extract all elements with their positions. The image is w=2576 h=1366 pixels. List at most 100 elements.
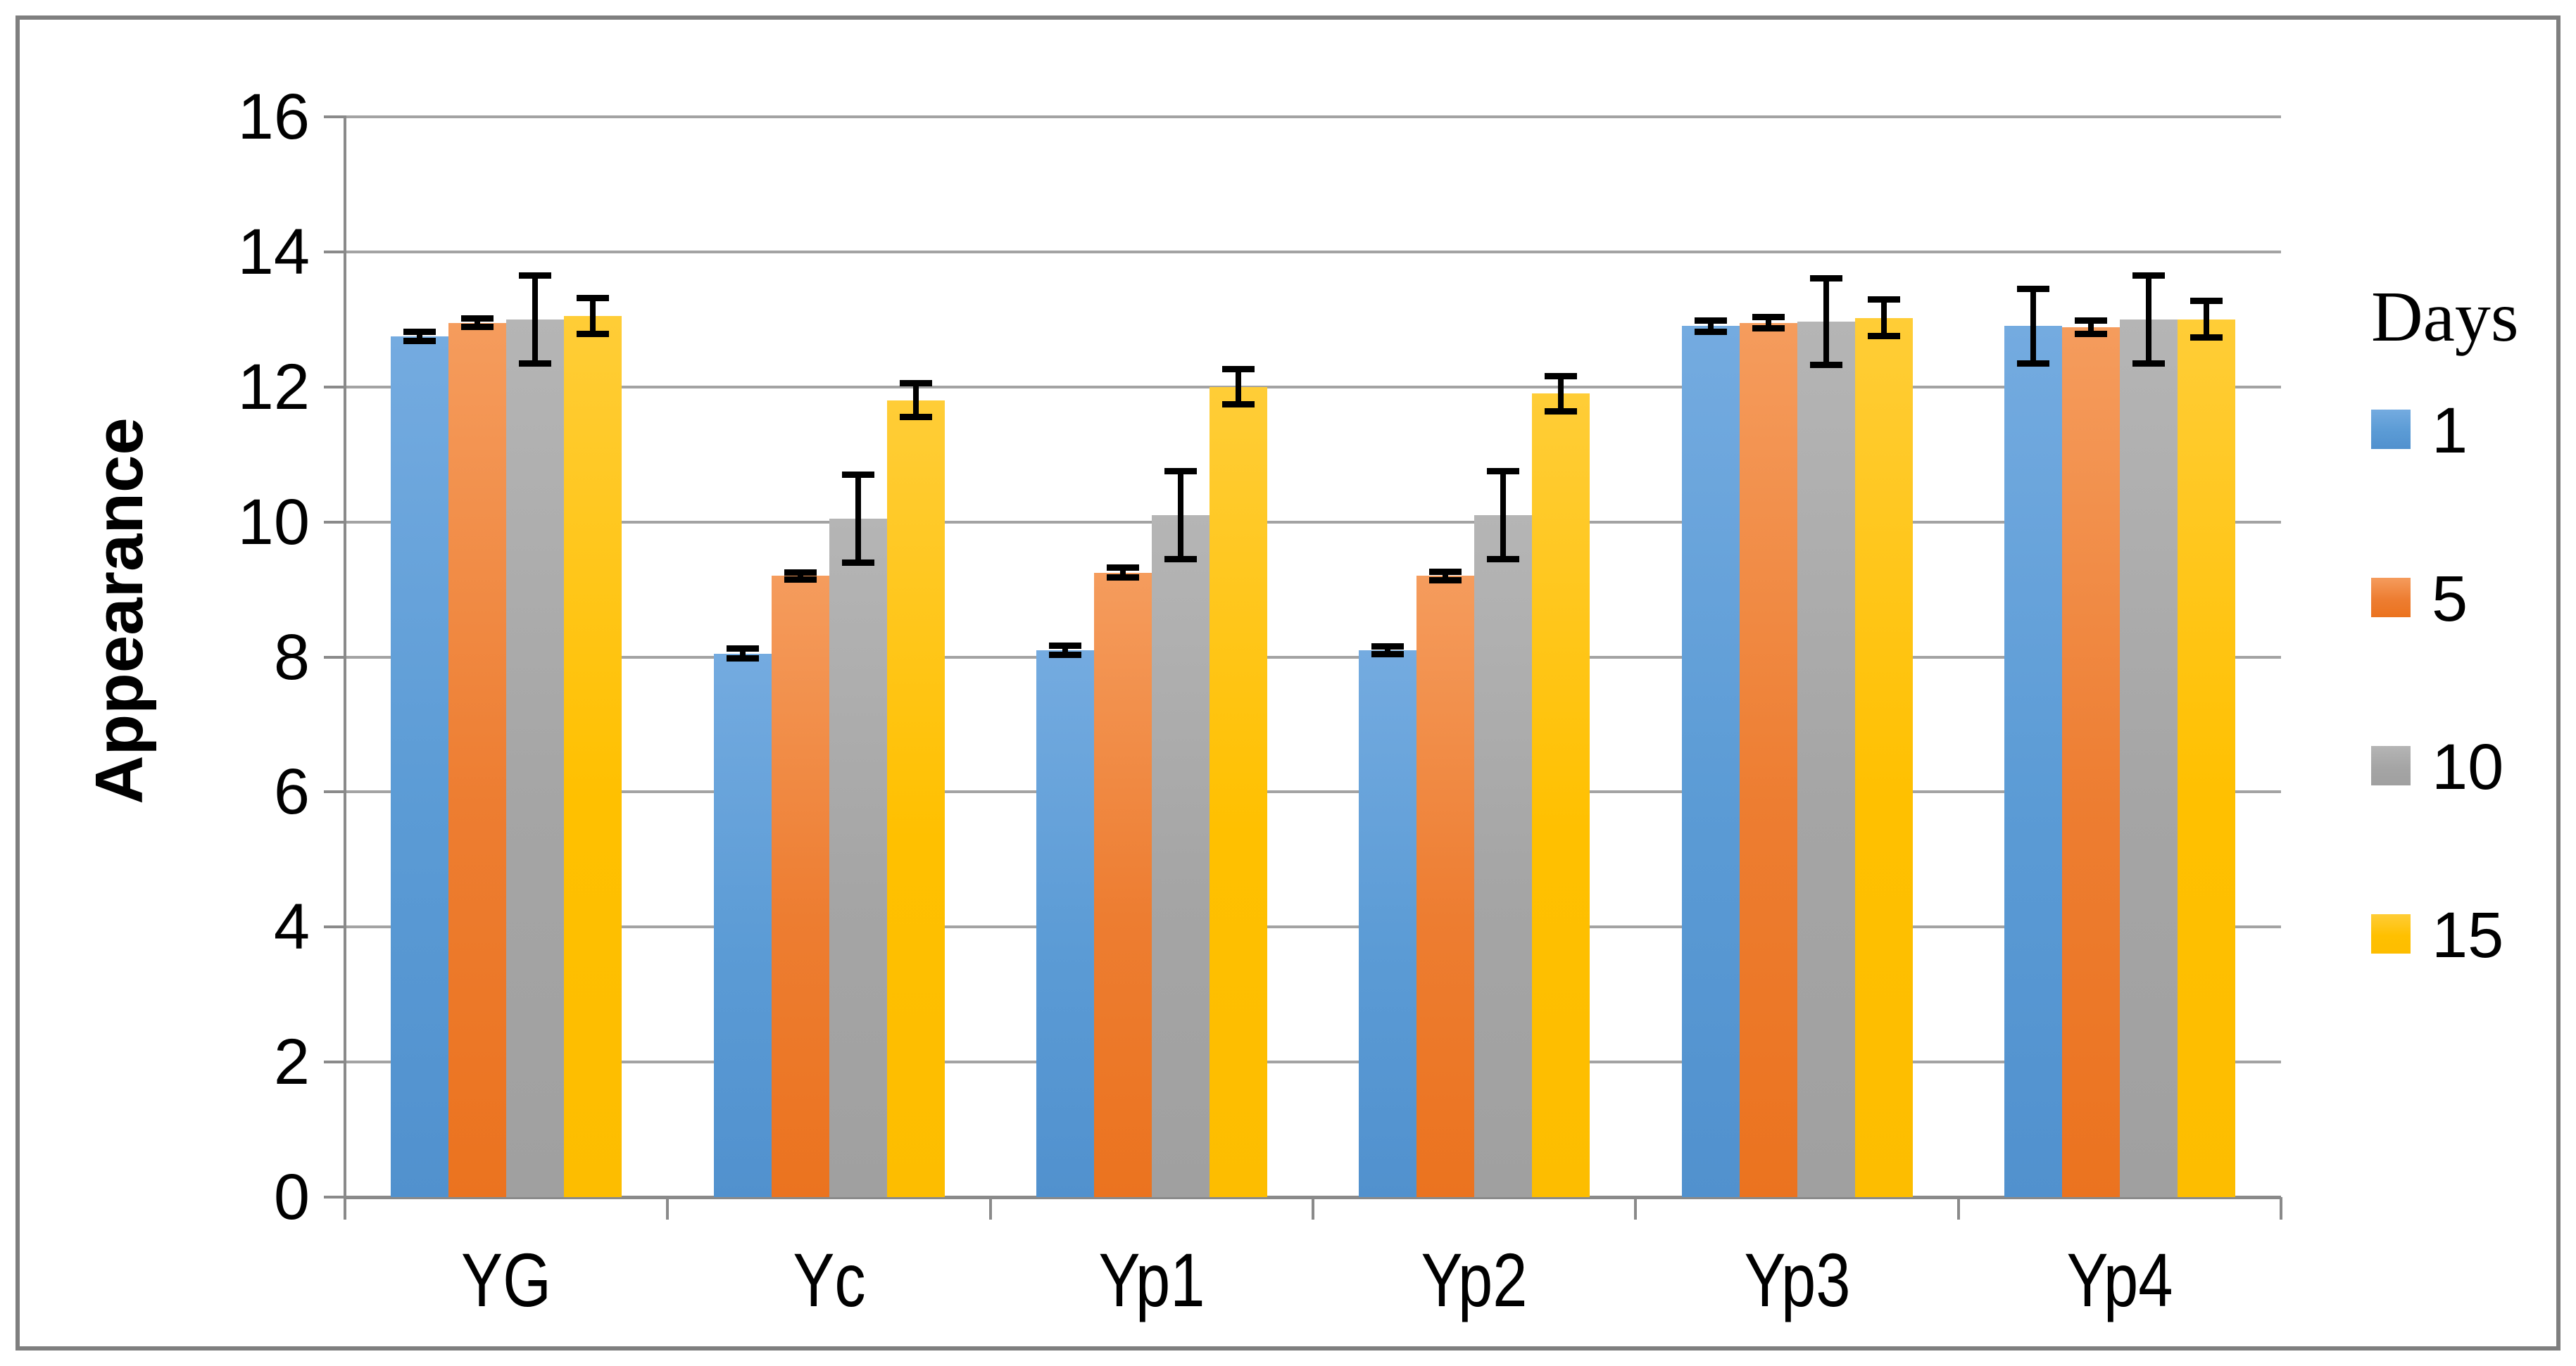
y-tick-mark-6	[324, 790, 345, 794]
error-bar-cap-bottom-Yp1-day15	[1221, 401, 1255, 408]
bar-Yp1-day5	[1093, 572, 1152, 1197]
error-bar-cap-bottom-YG-day10	[519, 360, 552, 367]
bar-Yc-day5	[771, 576, 829, 1197]
error-bar-cap-bottom-Yp4-day5	[2074, 331, 2107, 338]
bar-Yp1-day10	[1151, 515, 1210, 1197]
error-bar-cap-top-Yp4-day10	[2132, 272, 2165, 279]
error-bar-cap-bottom-Yp1-day1	[1048, 652, 1081, 659]
error-bar-cap-top-Yp3-day1	[1694, 317, 1727, 324]
error-bar-cap-bottom-Yp1-day5	[1106, 574, 1139, 581]
error-bar-cap-bottom-Yp4-day15	[2189, 334, 2223, 341]
legend-label-day10: 10	[2432, 731, 2504, 803]
error-bar-line-Yp4-day15	[2203, 301, 2209, 338]
gridline-y6	[345, 790, 2281, 794]
y-tick-mark-2	[324, 1061, 345, 1064]
x-tick-mark-4	[1634, 1197, 1638, 1220]
error-bar-cap-bottom-Yc-day10	[841, 559, 874, 566]
error-bar-line-YG-day10	[532, 275, 539, 364]
y-tick-label-10: 10	[237, 486, 310, 558]
x-category-label-Yp1: Yp1	[1098, 1237, 1205, 1322]
error-bar-cap-top-Yc-day1	[726, 645, 759, 652]
legend-label-day5: 5	[2432, 563, 2468, 635]
bar-Yp3-day5	[1739, 322, 1797, 1197]
x-category-label-Yp4: Yp4	[2066, 1237, 2173, 1322]
x-tick-mark-6	[2280, 1197, 2282, 1220]
error-bar-cap-bottom-Yp2-day5	[1429, 576, 1462, 583]
error-bar-cap-top-Yp4-day5	[2074, 317, 2107, 324]
error-bar-line-Yp1-day15	[1235, 369, 1241, 405]
error-bar-cap-bottom-Yp2-day15	[1545, 407, 1578, 415]
bar-Yp2-day15	[1532, 393, 1590, 1197]
bar-Yc-day15	[886, 400, 945, 1197]
y-tick-mark-14	[324, 250, 345, 253]
bar-Yp4-day5	[2061, 327, 2120, 1197]
x-category-label-Yc: Yc	[792, 1237, 866, 1322]
error-bar-line-Yc-day1	[739, 648, 746, 659]
bar-YG-day5	[448, 322, 507, 1197]
x-tick-mark-5	[1956, 1197, 1960, 1220]
y-tick-label-12: 12	[237, 350, 310, 423]
y-axis-line	[344, 115, 346, 1201]
error-bar-cap-bottom-Yp4-day10	[2132, 360, 2165, 367]
x-tick-mark-1	[666, 1197, 670, 1220]
y-tick-label-4: 4	[273, 891, 310, 963]
error-bar-cap-bottom-YG-day5	[461, 323, 494, 330]
error-bar-line-Yp2-day10	[1500, 471, 1507, 559]
error-bar-cap-top-Yc-day10	[841, 471, 874, 478]
y-tick-label-16: 16	[237, 81, 310, 153]
bar-Yp4-day10	[2119, 319, 2178, 1197]
error-bar-cap-bottom-Yp1-day10	[1164, 555, 1197, 562]
legend-swatch-day15	[2371, 914, 2411, 954]
error-bar-line-Yp4-day10	[2145, 275, 2151, 364]
error-bar-cap-top-Yp1-day15	[1221, 366, 1255, 373]
bar-Yp2-day10	[1474, 515, 1533, 1197]
legend-title: Days	[2371, 277, 2519, 357]
error-bar-line-Yp2-day15	[1558, 376, 1564, 412]
bar-Yp1-day15	[1209, 386, 1267, 1197]
y-tick-label-8: 8	[273, 621, 310, 693]
error-bar-cap-top-Yp4-day15	[2189, 298, 2223, 305]
error-bar-line-YG-day1	[417, 331, 423, 341]
bar-Yc-day1	[713, 653, 772, 1197]
gridline-y12	[345, 385, 2281, 388]
error-bar-line-YG-day15	[590, 298, 596, 334]
y-tick-label-2: 2	[273, 1026, 310, 1099]
error-bar-cap-bottom-Yp3-day15	[1867, 333, 1900, 340]
chart-figure-border: Appearance Days 0 2 4 6 8 10 12 14 16 YG Yc Yp1 Yp2 Y…	[15, 15, 2561, 1351]
legend-swatch-day5	[2371, 578, 2411, 617]
legend-label-day15: 15	[2432, 899, 2504, 971]
error-bar-line-Yp3-day15	[1880, 299, 1887, 336]
bar-Yp2-day5	[1416, 576, 1475, 1197]
error-bar-cap-bottom-Yp4-day1	[2016, 360, 2049, 367]
error-bar-cap-bottom-YG-day1	[403, 338, 436, 344]
error-bar-cap-top-YG-day15	[577, 294, 610, 301]
error-bar-cap-top-Yp3-day10	[1809, 274, 1842, 282]
legend-label-day1: 1	[2432, 395, 2468, 467]
bar-Yp3-day1	[1681, 326, 1740, 1197]
error-bar-cap-top-Yp4-day1	[2016, 286, 2049, 293]
error-bar-cap-top-Yc-day5	[784, 569, 817, 576]
bar-Yp3-day10	[1797, 321, 1855, 1197]
error-bar-cap-top-YG-day5	[461, 315, 494, 322]
error-bar-cap-bottom-Yp2-day10	[1487, 555, 1520, 562]
error-bar-cap-top-Yc-day15	[899, 380, 932, 387]
error-bar-line-Yc-day5	[797, 572, 803, 580]
y-axis-title: Appearance	[82, 417, 157, 804]
error-bar-cap-bottom-Yc-day1	[726, 654, 759, 662]
bar-Yp4-day1	[2004, 326, 2062, 1197]
error-bar-line-Yp3-day10	[1823, 278, 1829, 365]
bar-YG-day1	[391, 336, 449, 1197]
error-bar-cap-bottom-Yp3-day1	[1694, 328, 1727, 335]
y-tick-label-0: 0	[273, 1161, 310, 1233]
y-tick-mark-16	[324, 115, 345, 118]
bar-Yp1-day1	[1036, 650, 1094, 1197]
x-category-label-Yp2: Yp2	[1421, 1237, 1528, 1322]
bar-YG-day15	[564, 316, 622, 1197]
error-bar-line-YG-day5	[475, 318, 481, 327]
x-tick-mark-2	[988, 1197, 992, 1220]
error-bar-line-Yp2-day5	[1443, 571, 1449, 581]
y-tick-label-14: 14	[237, 215, 310, 288]
error-bar-line-Yp3-day5	[1765, 317, 1771, 329]
error-bar-cap-bottom-Yc-day5	[784, 576, 817, 583]
gridline-y2	[345, 1061, 2281, 1064]
